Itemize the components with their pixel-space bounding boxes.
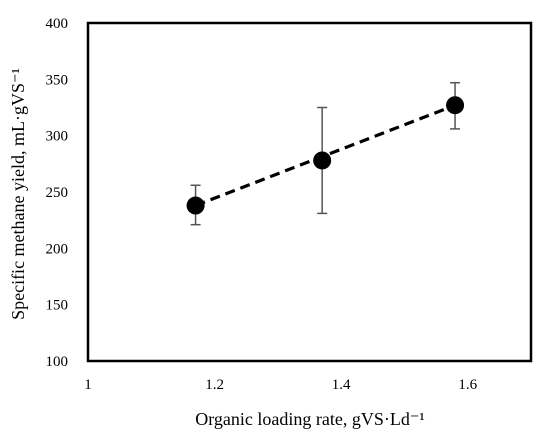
plot-frame — [86, 21, 533, 363]
x-axis-title: Organic loading rate, gVS·Ld⁻¹ — [195, 409, 425, 429]
y-tick-label: 250 — [46, 185, 69, 201]
data-point — [186, 196, 205, 215]
y-axis-title: Specific methane yield, mL·gVS⁻¹ — [8, 68, 28, 320]
y-tick-label: 200 — [46, 241, 69, 257]
x-tick-label: 1.4 — [332, 377, 351, 393]
y-tick-label: 150 — [46, 298, 69, 314]
y-tick-label: 300 — [46, 129, 69, 145]
y-tick-labels: 100 150 200 250 300 350 400 — [46, 16, 69, 370]
trendline — [195, 103, 456, 208]
x-tick-label: 1.6 — [458, 377, 477, 393]
data-point — [446, 96, 465, 115]
x-tick-labels: 1 1.2 1.4 1.6 — [84, 377, 477, 393]
data-points-group — [186, 96, 465, 215]
data-point — [313, 151, 332, 170]
y-tick-label: 350 — [46, 72, 69, 88]
trendline-group — [195, 103, 456, 208]
y-tick-label: 400 — [46, 16, 69, 32]
x-tick-label: 1.2 — [205, 377, 224, 393]
x-tick-label: 1 — [84, 377, 92, 393]
y-tick-label: 100 — [46, 354, 69, 370]
